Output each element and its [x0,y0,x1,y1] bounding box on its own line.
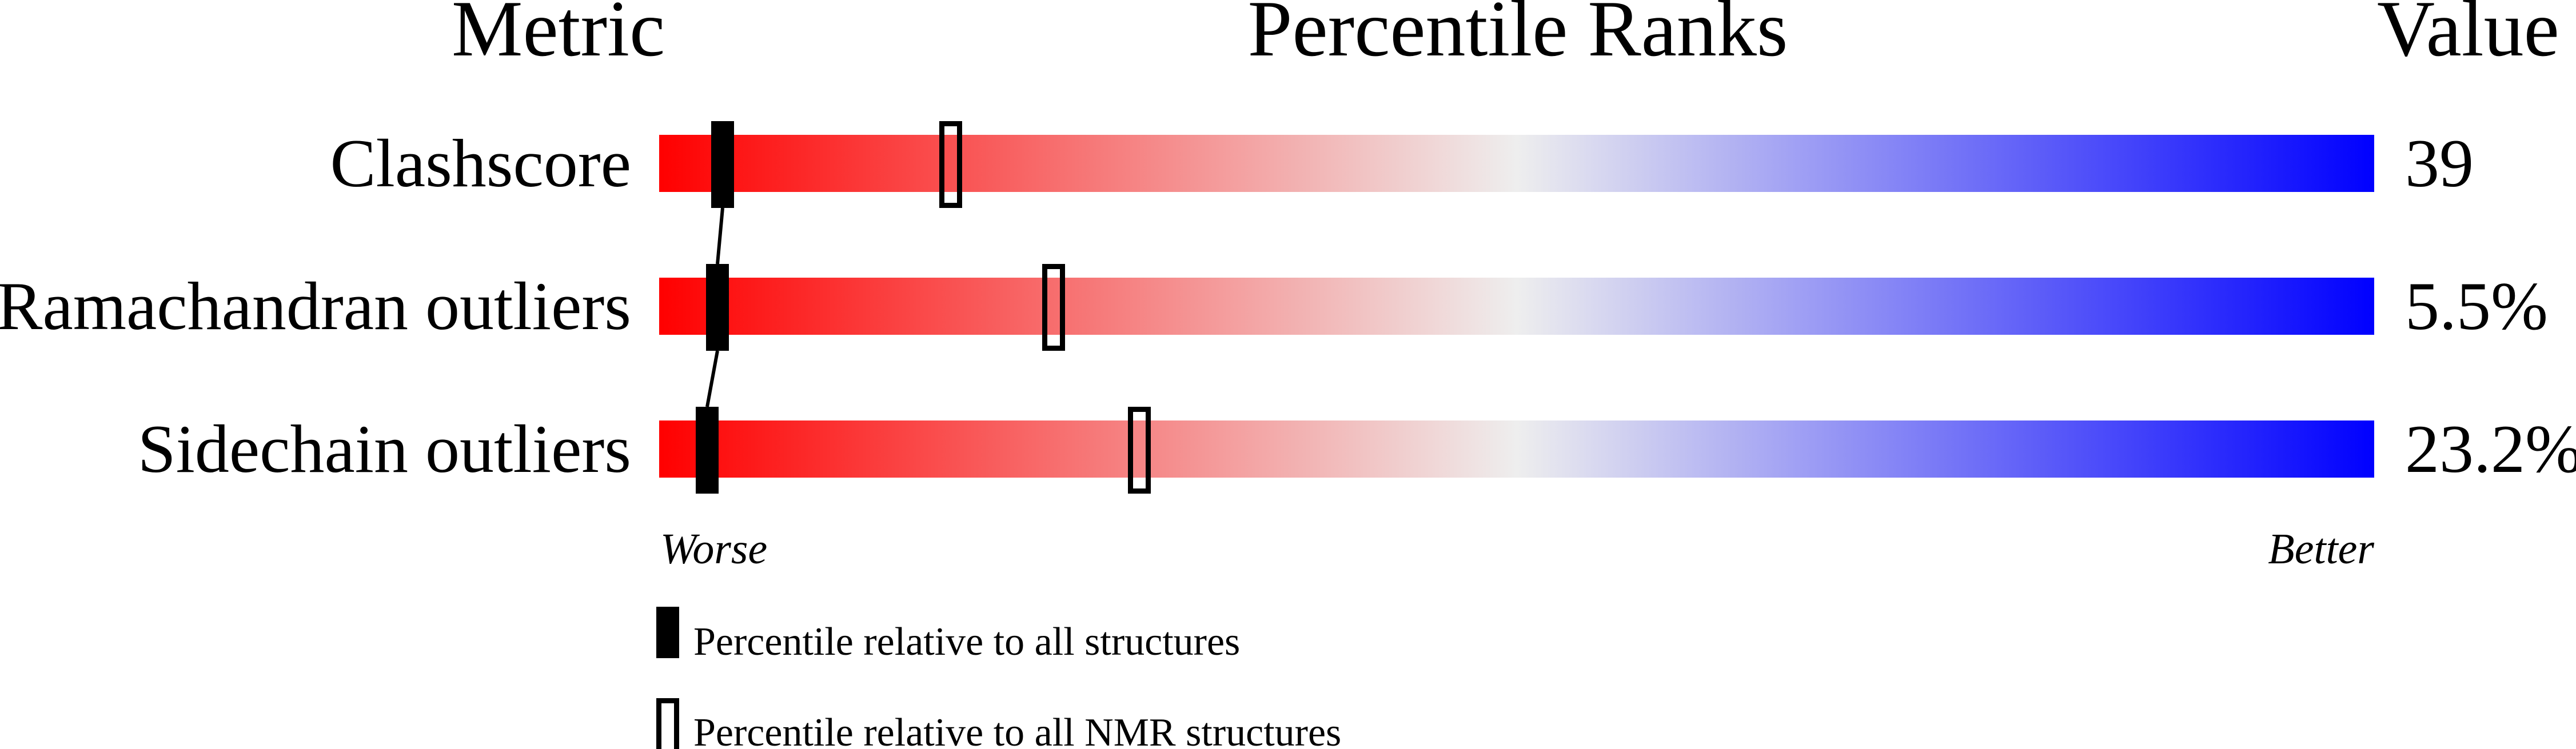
percentile-bar [659,278,2374,335]
axis-label-worse: Worse [660,525,767,573]
all-percentile-marker [706,264,729,351]
metric-label-sidechain: Sidechain outliers [138,411,631,487]
connector-line [705,350,719,407]
legend-open-marker-icon [656,698,679,749]
connector-line [716,207,724,265]
header-metric: Metric [452,0,665,73]
metric-rows: Clashscore Ramachandran outliers Sidecha… [0,125,2576,487]
nmr-percentile-marker [1128,407,1151,494]
percentile-marks [659,121,2374,494]
legend-label-all: Percentile relative to all structures [693,620,1240,664]
header-percentile-ranks: Percentile Ranks [1248,0,1788,73]
legend-label-nmr: Percentile relative to all NMR structure… [693,711,1341,749]
percentile-bar [659,420,2374,478]
nmr-percentile-marker [1042,264,1065,351]
metric-label-clashscore: Clashscore [330,125,631,201]
all-percentile-marker [711,121,734,208]
legend: Percentile relative to all structures Pe… [656,607,1341,749]
percentile-bar [659,135,2374,192]
legend-filled-marker-icon [656,607,679,658]
metric-label-ramachandran: Ramachandran outliers [0,268,631,344]
all-percentile-marker [696,407,719,494]
metric-value-sidechain: 23.2% [2405,411,2576,487]
nmr-percentile-marker [939,121,962,208]
header-value: Value [2377,0,2559,73]
axis-label-better: Better [2268,525,2374,573]
metric-value-clashscore: 39 [2405,125,2474,201]
metric-value-ramachandran: 5.5% [2405,268,2548,344]
